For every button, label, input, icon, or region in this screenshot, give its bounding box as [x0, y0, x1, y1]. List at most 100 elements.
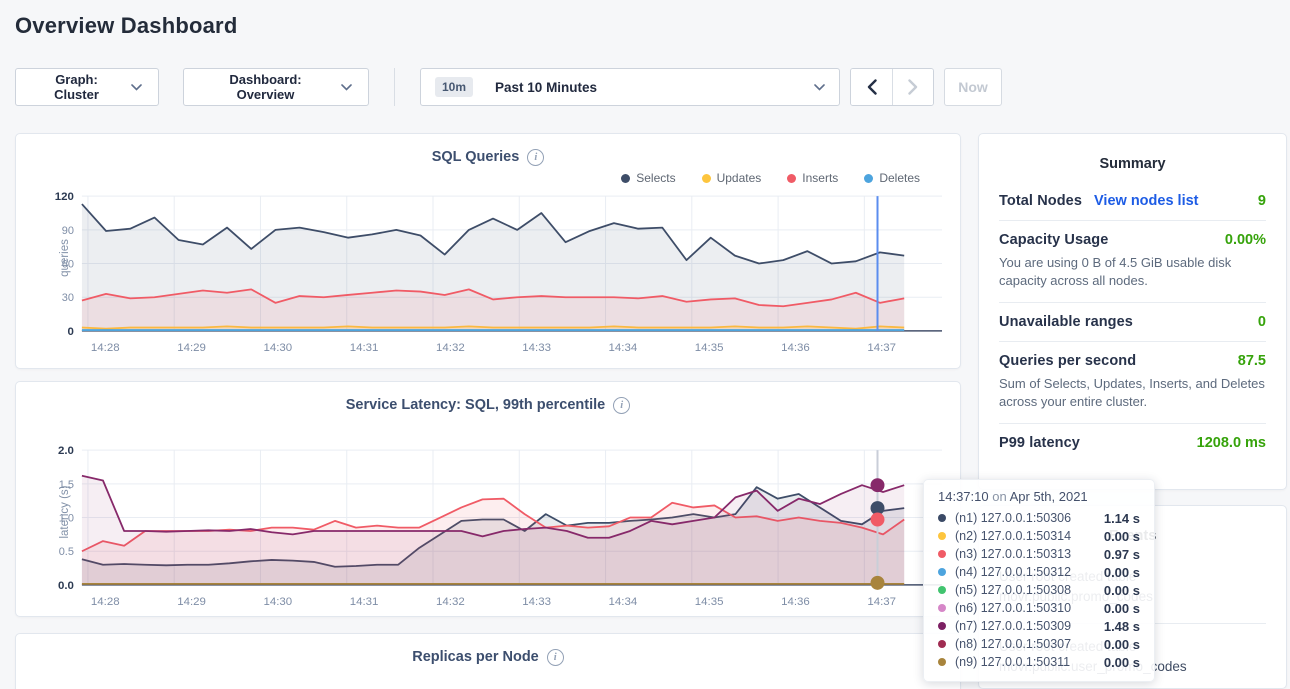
svg-text:90: 90	[62, 225, 74, 237]
tooltip-node-value: 0.00 s	[1103, 636, 1140, 652]
summary-title: Summary	[1099, 156, 1166, 172]
summary-row-total-nodes: Total Nodes View nodes list 9	[999, 182, 1266, 221]
svg-text:14:31: 14:31	[350, 342, 379, 354]
svg-text:0: 0	[68, 326, 74, 338]
legend-item-inserts: Inserts	[787, 171, 838, 185]
legend-item-updates: Updates	[701, 171, 761, 185]
graph-scope-dropdown[interactable]: Graph: Cluster	[15, 68, 159, 106]
tooltip-node-value: 0.00 s	[1103, 564, 1140, 580]
tooltip-node-label: (n4) 127.0.0.1:50312	[955, 565, 1072, 579]
p99-latency-value: 1208.0 ms	[1196, 434, 1266, 451]
tooltip-node-row: (n9) 127.0.0.1:50311 0.00 s	[938, 653, 1140, 671]
series-color-dot	[938, 586, 946, 594]
now-button[interactable]: Now	[944, 68, 1002, 106]
legend-dot	[621, 173, 631, 183]
dashboard-controls: Graph: Cluster Dashboard: Overview 10m P…	[15, 68, 1002, 106]
time-range-label: Past 10 Minutes	[495, 79, 598, 95]
tooltip-node-row: (n5) 127.0.0.1:50308 0.00 s	[938, 581, 1140, 599]
tooltip-node-label: (n5) 127.0.0.1:50308	[955, 583, 1072, 597]
tooltip-node-label: (n8) 127.0.0.1:50307	[955, 637, 1072, 651]
tooltip-node-value: 0.97 s	[1103, 546, 1140, 562]
time-range-badge: 10m	[435, 77, 474, 97]
tooltip-node-value: 0.00 s	[1103, 582, 1140, 598]
replicas-per-node-chart-card: Replicas per Node i	[15, 633, 961, 689]
time-step-back-button[interactable]	[851, 69, 892, 105]
svg-text:0.5: 0.5	[59, 546, 74, 558]
svg-text:14:32: 14:32	[436, 342, 465, 354]
series-color-dot	[938, 550, 946, 558]
controls-divider	[394, 68, 395, 106]
svg-text:14:37: 14:37	[867, 342, 896, 354]
series-color-dot	[938, 532, 946, 540]
info-icon[interactable]: i	[546, 648, 564, 666]
tooltip-node-value: 1.48 s	[1103, 618, 1140, 634]
time-step-buttons	[850, 68, 934, 106]
tooltip-timestamp: 14:37:10 on Apr 5th, 2021	[938, 489, 1088, 504]
series-color-dot	[938, 622, 946, 630]
chevron-down-icon	[341, 83, 352, 91]
legend-dot	[701, 173, 711, 183]
qps-value: 87.5	[1237, 352, 1266, 369]
tooltip-node-row: (n6) 127.0.0.1:50310 0.00 s	[938, 599, 1140, 617]
legend-item-selects: Selects	[621, 171, 676, 185]
chart-title: Replicas per Node	[412, 649, 539, 665]
chart-legend: Selects Updates Inserts Deletes	[28, 170, 920, 186]
page-title: Overview Dashboard	[15, 13, 238, 38]
time-range-dropdown[interactable]: 10m Past 10 Minutes	[420, 68, 840, 106]
svg-text:2.0: 2.0	[58, 445, 74, 457]
legend-dot	[864, 173, 874, 183]
summary-row-p99-latency: P99 latency 1208.0 ms	[999, 434, 1266, 451]
tooltip-node-label: (n9) 127.0.0.1:50311	[955, 655, 1071, 669]
svg-text:14:28: 14:28	[91, 596, 120, 608]
summary-row-qps: Queries per second 87.5 Sum of Selects, …	[999, 342, 1266, 424]
summary-row-capacity: Capacity Usage 0.00% You are using 0 B o…	[999, 221, 1266, 303]
capacity-usage-value: 0.00%	[1224, 232, 1266, 248]
info-icon[interactable]: i	[527, 148, 545, 166]
chart-title: SQL Queries	[431, 149, 520, 165]
legend-item-deletes: Deletes	[864, 171, 920, 185]
legend-dot	[787, 173, 797, 183]
sql-queries-plot[interactable]: 0 30 60 90 120 14:28 14:29 14:30 14:31 14:32 14:33…	[46, 188, 948, 360]
service-latency-chart-card: Service Latency: SQL, 99th percentile i …	[15, 381, 961, 617]
total-nodes-value: 9	[1257, 193, 1266, 209]
view-nodes-list-link[interactable]: View nodes list	[1094, 193, 1199, 209]
tooltip-node-label: (n7) 127.0.0.1:50309	[955, 619, 1072, 633]
charts-column: SQL Queries i Selects Updates Inserts De…	[15, 133, 961, 689]
tooltip-node-row: (n1) 127.0.0.1:50306 1.14 s	[938, 509, 1140, 527]
svg-text:14:35: 14:35	[695, 596, 724, 608]
svg-text:14:32: 14:32	[436, 596, 465, 608]
tooltip-node-label: (n6) 127.0.0.1:50310	[955, 601, 1072, 615]
info-icon[interactable]: i	[613, 396, 631, 414]
svg-text:120: 120	[55, 191, 74, 203]
tooltip-node-value: 0.00 s	[1103, 654, 1140, 670]
tooltip-node-label: (n1) 127.0.0.1:50306	[955, 511, 1072, 525]
svg-text:14:31: 14:31	[350, 596, 379, 608]
svg-text:14:35: 14:35	[695, 342, 724, 354]
dashboard-dropdown[interactable]: Dashboard: Overview	[183, 68, 369, 106]
summary-panel: Summary Total Nodes View nodes list 9 Ca…	[978, 133, 1287, 490]
tooltip-node-row: (n4) 127.0.0.1:50312 0.00 s	[938, 563, 1140, 581]
capacity-usage-description: You are using 0 B of 4.5 GiB usable disk…	[999, 255, 1232, 289]
svg-text:1.5: 1.5	[59, 479, 74, 491]
svg-text:60: 60	[62, 259, 74, 271]
svg-text:14:34: 14:34	[609, 342, 638, 354]
svg-text:1.0: 1.0	[59, 513, 74, 525]
tooltip-node-row: (n2) 127.0.0.1:50314 0.00 s	[938, 527, 1140, 545]
service-latency-plot[interactable]: 0.0 0.5 1.0 1.5 2.0 14:28 14:29 14:30 14:31 14:32…	[46, 442, 948, 614]
y-axis-label: queries	[59, 239, 71, 277]
svg-text:14:28: 14:28	[91, 342, 120, 354]
series-color-dot	[938, 640, 946, 648]
series-color-dot	[938, 514, 946, 522]
tooltip-node-label: (n3) 127.0.0.1:50313	[955, 547, 1072, 561]
chart-hover-tooltip: 14:37:10 on Apr 5th, 2021 (n1) 127.0.0.1…	[923, 479, 1155, 682]
chevron-down-icon	[814, 83, 825, 91]
tooltip-node-value: 1.14 s	[1103, 510, 1140, 526]
series-color-dot	[938, 658, 946, 666]
tooltip-node-label: (n2) 127.0.0.1:50314	[955, 529, 1072, 543]
tooltip-node-value: 0.00 s	[1103, 600, 1140, 616]
chart-title: Service Latency: SQL, 99th percentile	[345, 397, 606, 413]
svg-text:14:30: 14:30	[263, 596, 292, 608]
time-step-forward-button[interactable]	[892, 69, 933, 105]
unavailable-ranges-value: 0	[1257, 313, 1266, 330]
svg-text:14:37: 14:37	[867, 596, 896, 608]
